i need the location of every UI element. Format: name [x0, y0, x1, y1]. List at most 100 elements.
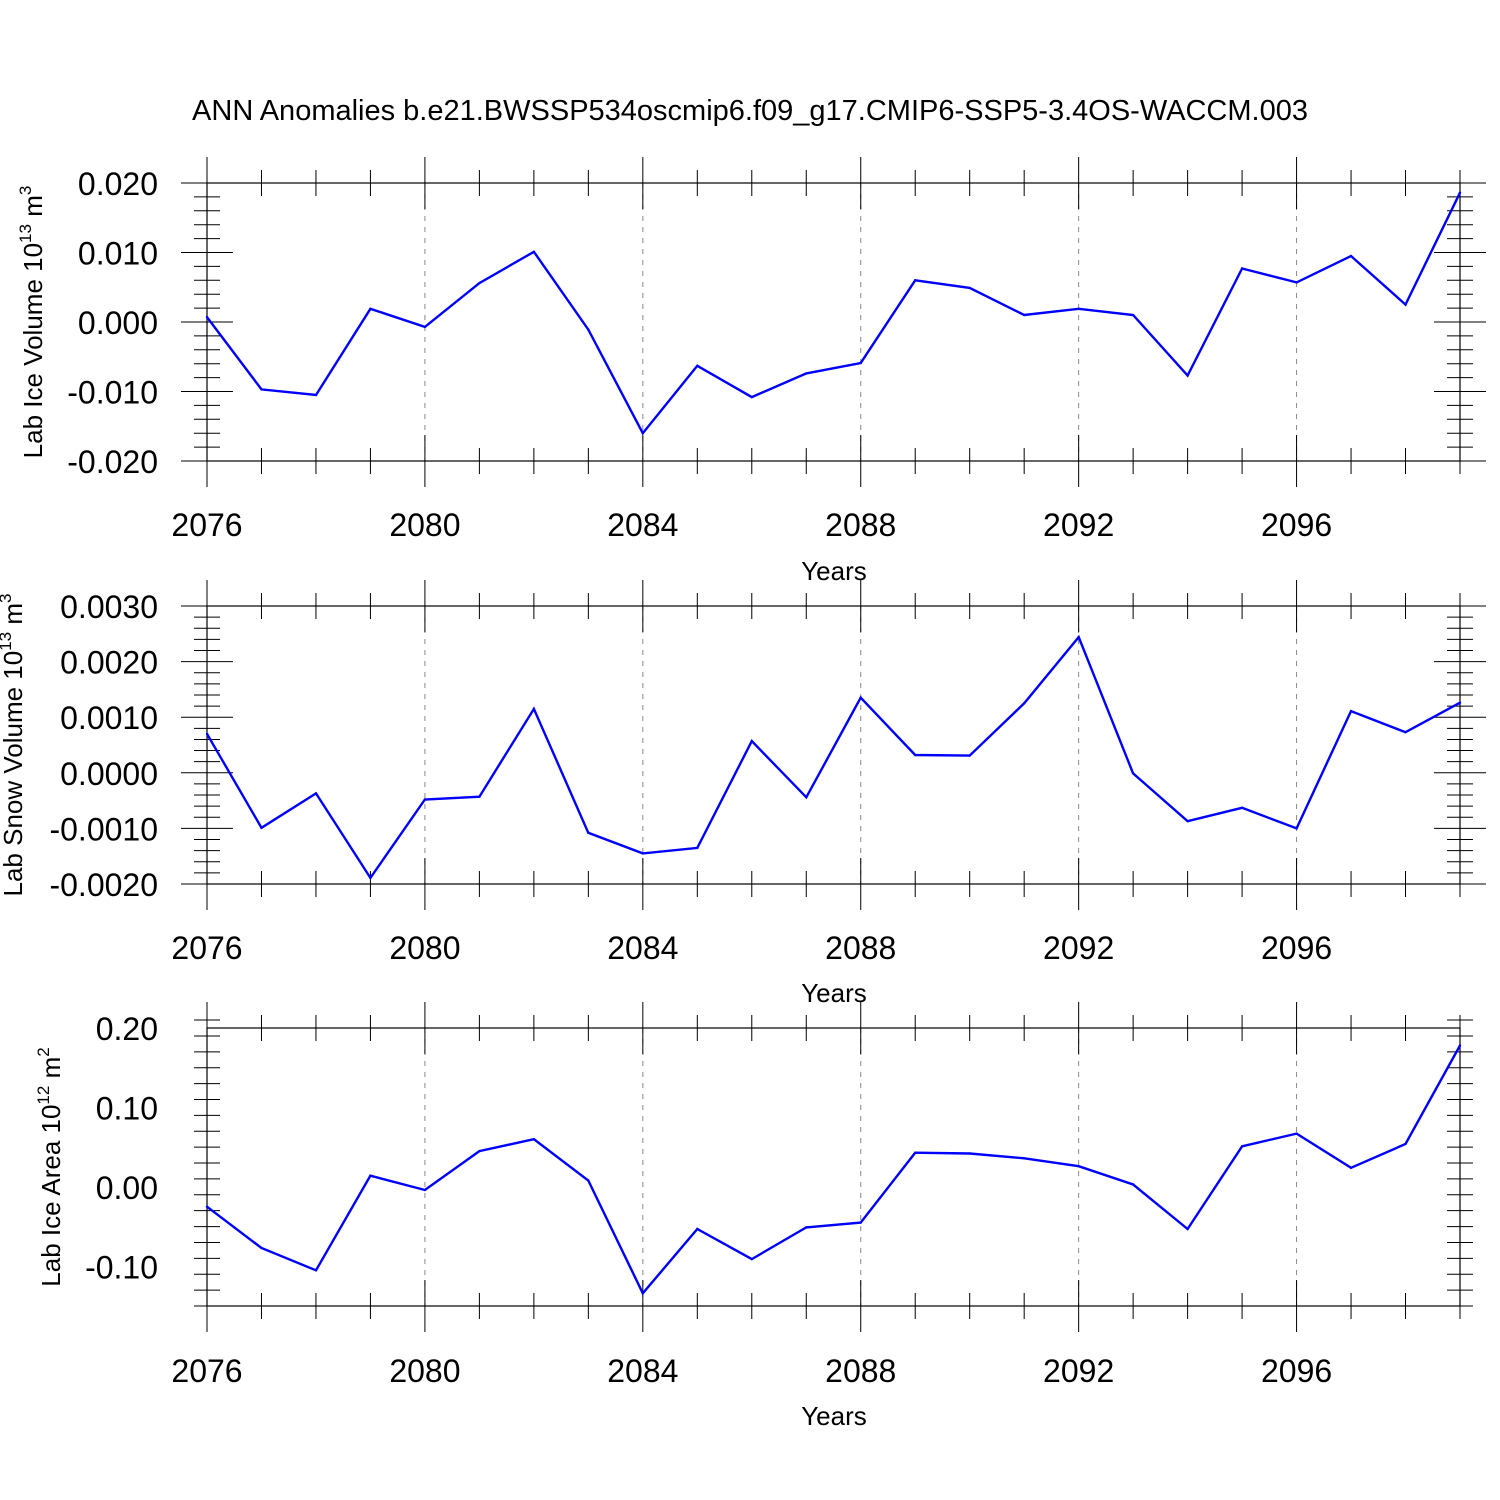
x-tick-label: 2088 [825, 507, 896, 543]
data-point [314, 792, 318, 795]
data-point [696, 364, 699, 367]
y-axis-label-unit-exponent: 3 [16, 186, 35, 195]
data-point [1022, 1157, 1026, 1160]
data-point [968, 1152, 971, 1155]
y-axis-label: Lab Snow Volume 1013 m3 [0, 593, 28, 896]
data-point [1186, 819, 1189, 823]
data-point [260, 388, 263, 391]
data-point [968, 286, 971, 290]
y-tick-label: 0.10 [96, 1090, 158, 1126]
data-point [859, 1221, 862, 1224]
panel-2: 2076 2080 2084 2088 2092 2096 -0.0020 -0.0010 0.… [0, 580, 1486, 1008]
data-point [1240, 1145, 1244, 1148]
x-tick-label: 2084 [607, 930, 678, 966]
y-axis-label-text: Lab Ice Area 10 [36, 1105, 66, 1287]
data-point [1077, 635, 1080, 639]
y-axis-label-exponent: 13 [0, 632, 15, 651]
figure-title: ANN Anomalies b.e21.BWSSP534oscmip6.f09_… [192, 95, 1308, 127]
data-point [805, 372, 808, 375]
series-line [206, 192, 1462, 436]
panel-3: 2076 2080 2084 2088 2092 2096 -0.10 0.00 0.10 0.2… [34, 1002, 1473, 1431]
x-tick-label: 2076 [171, 507, 242, 543]
x-axis-label: Years [801, 978, 867, 1008]
data-point [1404, 1142, 1407, 1146]
y-tick-label: 0.010 [78, 236, 158, 272]
y-axis-label-text: Lab Ice Volume 10 [18, 243, 48, 458]
panel-1: 2076 2080 2084 2088 2092 2096 -0.020 -0.010 0.00… [16, 157, 1486, 586]
data-point [587, 1179, 590, 1182]
data-point [369, 307, 372, 310]
plot-frame [206, 605, 1461, 885]
data-point [369, 1174, 372, 1177]
data-point [750, 739, 753, 743]
y-tick-label: 0.0030 [60, 589, 158, 625]
data-point [1349, 254, 1353, 258]
data-point [1349, 1166, 1353, 1169]
data-point [260, 1246, 263, 1250]
y-axis-label-unit: m [0, 603, 28, 632]
data-point [1022, 313, 1026, 317]
y-axis-label-unit-exponent: 3 [0, 593, 15, 602]
data-point [750, 1257, 753, 1261]
data-point [205, 1205, 209, 1208]
x-tick-label: 2080 [389, 507, 460, 543]
x-tick-label: 2096 [1261, 507, 1332, 543]
y-tick-label: 0.0010 [60, 700, 158, 736]
y-tick-label: -0.10 [85, 1249, 158, 1285]
data-point [968, 754, 971, 757]
x-tick-label: 2080 [389, 930, 460, 966]
data-point [1295, 281, 1298, 284]
y-axis-label-unit: m [18, 195, 48, 224]
y-tick-label: 0.0000 [60, 756, 158, 792]
data-point [478, 1149, 481, 1153]
data-point [1240, 267, 1244, 270]
x-axis-label: Years [801, 556, 867, 586]
y-axis-label-text: Lab Snow Volume 10 [0, 651, 28, 897]
data-point [641, 852, 645, 855]
data-point [314, 1269, 318, 1272]
data-point [423, 798, 427, 801]
panels: 2076 2080 2084 2088 2092 2096 -0.020 -0.010 0.00… [0, 157, 1486, 1431]
data-point [260, 826, 263, 830]
data-point [805, 796, 808, 799]
x-tick-label: 2076 [171, 1353, 242, 1389]
data-point [478, 795, 481, 798]
y-axis-label: Lab Ice Volume 1013 m3 [16, 186, 48, 459]
data-point [750, 395, 753, 399]
data-point [1458, 1044, 1462, 1047]
y-tick-label: -0.010 [67, 375, 158, 411]
x-tick-label: 2096 [1261, 930, 1332, 966]
data-point [1458, 701, 1462, 704]
data-point [1349, 709, 1353, 713]
data-point [1186, 1227, 1189, 1231]
y-tick-label: -0.020 [67, 444, 158, 480]
y-axis-label-exponent: 12 [34, 1086, 53, 1105]
data-point [1404, 731, 1407, 734]
x-tick-label: 2076 [171, 930, 242, 966]
data-point [696, 1227, 699, 1231]
data-point [587, 831, 590, 835]
y-tick-label: 0.020 [78, 166, 158, 202]
x-tick-label: 2092 [1043, 507, 1114, 543]
y-tick-label: 0.00 [96, 1170, 158, 1206]
data-point [532, 250, 536, 254]
data-point [205, 732, 209, 736]
x-tick-label: 2088 [825, 1353, 896, 1389]
data-point [1131, 772, 1135, 775]
data-point [1186, 374, 1189, 377]
plot-frame [206, 182, 1461, 462]
data-point [1131, 313, 1135, 317]
data-point [1404, 303, 1407, 306]
series-line [206, 1044, 1462, 1296]
y-axis-label: Lab Ice Area 1012 m2 [34, 1047, 66, 1286]
y-axis-label-unit: m [36, 1057, 66, 1086]
data-point [1295, 1132, 1298, 1135]
series-line [205, 634, 1461, 881]
data-point [914, 753, 917, 757]
data-point [423, 1188, 427, 1192]
data-point [478, 281, 481, 285]
data-point [205, 315, 209, 319]
data-point [587, 328, 590, 331]
data-point [1131, 1183, 1135, 1186]
